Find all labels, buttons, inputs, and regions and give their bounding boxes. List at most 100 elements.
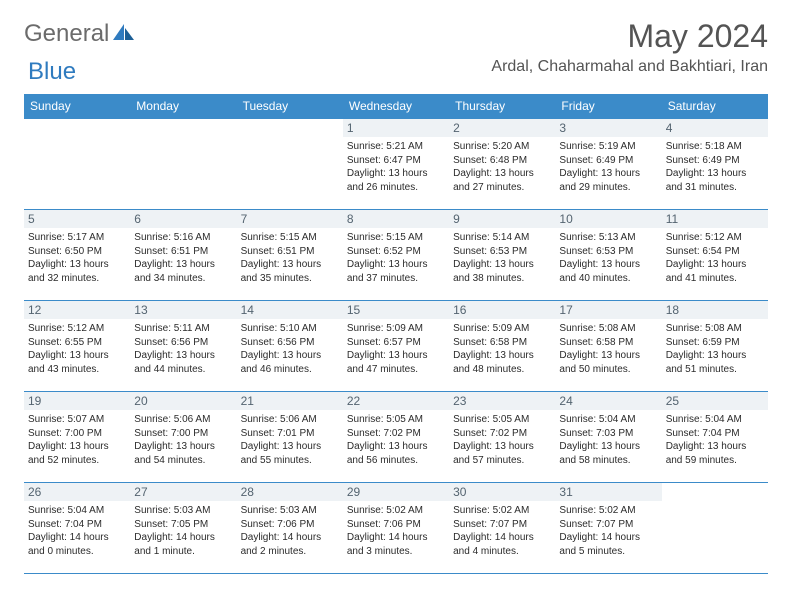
calendar-day-cell: 15Sunrise: 5:09 AMSunset: 6:57 PMDayligh…	[343, 301, 449, 392]
day-info-line: Daylight: 13 hours	[559, 167, 657, 181]
day-content: Sunrise: 5:04 AMSunset: 7:04 PMDaylight:…	[666, 413, 764, 467]
day-number: 9	[449, 210, 555, 228]
calendar-day-cell: 2Sunrise: 5:20 AMSunset: 6:48 PMDaylight…	[449, 119, 555, 210]
day-info-line: Sunrise: 5:06 AM	[134, 413, 232, 427]
calendar-body: ...1Sunrise: 5:21 AMSunset: 6:47 PMDayli…	[24, 119, 768, 574]
calendar-day-cell: 28Sunrise: 5:03 AMSunset: 7:06 PMDayligh…	[237, 483, 343, 574]
day-info-line: Sunrise: 5:09 AM	[453, 322, 551, 336]
day-content: Sunrise: 5:05 AMSunset: 7:02 PMDaylight:…	[453, 413, 551, 467]
day-info-line: and 37 minutes.	[347, 272, 445, 286]
day-number: 17	[555, 301, 661, 319]
day-info-line: Sunset: 7:01 PM	[241, 427, 339, 441]
day-number: 5	[24, 210, 130, 228]
day-number: 23	[449, 392, 555, 410]
day-content: Sunrise: 5:08 AMSunset: 6:58 PMDaylight:…	[559, 322, 657, 376]
day-info-line: Sunset: 6:58 PM	[559, 336, 657, 350]
day-content: Sunrise: 5:15 AMSunset: 6:52 PMDaylight:…	[347, 231, 445, 285]
calendar-day-cell: .	[24, 119, 130, 210]
day-info-line: Daylight: 13 hours	[453, 258, 551, 272]
weekday-header: Friday	[555, 94, 661, 119]
day-info-line: and 40 minutes.	[559, 272, 657, 286]
day-info-line: Sunrise: 5:03 AM	[134, 504, 232, 518]
calendar-day-cell: .	[237, 119, 343, 210]
day-content: Sunrise: 5:09 AMSunset: 6:57 PMDaylight:…	[347, 322, 445, 376]
day-info-line: Sunset: 7:03 PM	[559, 427, 657, 441]
day-info-line: and 47 minutes.	[347, 363, 445, 377]
day-info-line: Sunrise: 5:08 AM	[666, 322, 764, 336]
day-info-line: Daylight: 13 hours	[666, 440, 764, 454]
day-info-line: and 3 minutes.	[347, 545, 445, 559]
weekday-header: Tuesday	[237, 94, 343, 119]
logo-text-blue: Blue	[28, 58, 76, 86]
calendar-day-cell: 14Sunrise: 5:10 AMSunset: 6:56 PMDayligh…	[237, 301, 343, 392]
day-info-line: Sunrise: 5:09 AM	[347, 322, 445, 336]
day-info-line: Sunset: 7:07 PM	[559, 518, 657, 532]
location-text: Ardal, Chaharmahal and Bakhtiari, Iran	[491, 58, 768, 76]
calendar-day-cell: 25 Sunrise: 5:04 AMSunset: 7:04 PMDayligh…	[662, 392, 768, 483]
day-info-line: Sunrise: 5:13 AM	[559, 231, 657, 245]
day-info-line: Sunrise: 5:04 AM	[666, 413, 764, 427]
day-info-line: and 31 minutes.	[666, 181, 764, 195]
day-content: Sunrise: 5:06 AMSunset: 7:01 PMDaylight:…	[241, 413, 339, 467]
day-content: Sunrise: 5:21 AMSunset: 6:47 PMDaylight:…	[347, 140, 445, 194]
day-info-line: and 44 minutes.	[134, 363, 232, 377]
logo-sail-icon	[111, 22, 137, 47]
day-info-line: Sunset: 6:58 PM	[453, 336, 551, 350]
calendar-day-cell: 19 Sunrise: 5:07 AMSunset: 7:00 PMDayligh…	[24, 392, 130, 483]
day-number: 25	[662, 392, 768, 410]
day-info-line: Daylight: 13 hours	[241, 440, 339, 454]
day-info-line: Sunrise: 5:04 AM	[559, 413, 657, 427]
calendar-day-cell: 21Sunrise: 5:06 AMSunset: 7:01 PMDayligh…	[237, 392, 343, 483]
day-number: 27	[130, 483, 236, 501]
day-info-line: Sunrise: 5:18 AM	[666, 140, 764, 154]
calendar-day-cell: 12Sunrise: 5:12 AMSunset: 6:55 PMDayligh…	[24, 301, 130, 392]
day-info-line: Sunrise: 5:05 AM	[453, 413, 551, 427]
day-info-line: and 48 minutes.	[453, 363, 551, 377]
day-info-line: Daylight: 13 hours	[347, 258, 445, 272]
day-info-line: and 57 minutes.	[453, 454, 551, 468]
calendar-day-cell: 27Sunrise: 5:03 AMSunset: 7:05 PMDayligh…	[130, 483, 236, 574]
calendar-week-row: 5Sunrise: 5:17 AMSunset: 6:50 PMDaylight…	[24, 210, 768, 301]
day-number: 16	[449, 301, 555, 319]
calendar-day-cell: 1 Sunrise: 5:21 AMSunset: 6:47 PMDaylight…	[343, 119, 449, 210]
day-info-line: Sunset: 6:50 PM	[28, 245, 126, 259]
day-info-line: Sunrise: 5:05 AM	[347, 413, 445, 427]
day-number: 18	[662, 301, 768, 319]
day-info-line: Sunset: 7:06 PM	[241, 518, 339, 532]
day-info-line: Sunset: 7:00 PM	[28, 427, 126, 441]
day-number: 20	[130, 392, 236, 410]
day-info-line: Sunrise: 5:19 AM	[559, 140, 657, 154]
calendar-day-cell: 4Sunrise: 5:18 AMSunset: 6:49 PMDaylight…	[662, 119, 768, 210]
day-info-line: Daylight: 14 hours	[134, 531, 232, 545]
calendar-day-cell: .	[662, 483, 768, 574]
calendar-day-cell: 26Sunrise: 5:04 AMSunset: 7:04 PMDayligh…	[24, 483, 130, 574]
day-info-line: and 51 minutes.	[666, 363, 764, 377]
day-info-line: Daylight: 13 hours	[347, 440, 445, 454]
day-number: 12	[24, 301, 130, 319]
day-info-line: and 59 minutes.	[666, 454, 764, 468]
calendar-day-cell: 29Sunrise: 5:02 AMSunset: 7:06 PMDayligh…	[343, 483, 449, 574]
logo: General	[24, 20, 139, 48]
calendar-day-cell: 22Sunrise: 5:05 AMSunset: 7:02 PMDayligh…	[343, 392, 449, 483]
weekday-header: Thursday	[449, 94, 555, 119]
day-info-line: Daylight: 13 hours	[134, 349, 232, 363]
day-info-line: and 29 minutes.	[559, 181, 657, 195]
day-info-line: Daylight: 13 hours	[666, 258, 764, 272]
day-info-line: Daylight: 13 hours	[28, 349, 126, 363]
calendar-week-row: 12Sunrise: 5:12 AMSunset: 6:55 PMDayligh…	[24, 301, 768, 392]
day-info-line: Sunset: 6:53 PM	[559, 245, 657, 259]
day-number: 24	[555, 392, 661, 410]
day-info-line: Daylight: 13 hours	[666, 167, 764, 181]
day-content: Sunrise: 5:07 AMSunset: 7:00 PMDaylight:…	[28, 413, 126, 467]
day-number: 19	[24, 392, 130, 410]
day-content: Sunrise: 5:02 AMSunset: 7:06 PMDaylight:…	[347, 504, 445, 558]
day-info-line: and 32 minutes.	[28, 272, 126, 286]
calendar-header-row: SundayMondayTuesdayWednesdayThursdayFrid…	[24, 94, 768, 119]
day-number: 1	[343, 119, 449, 137]
day-info-line: and 27 minutes.	[453, 181, 551, 195]
day-info-line: Sunset: 6:48 PM	[453, 154, 551, 168]
calendar-day-cell: 30Sunrise: 5:02 AMSunset: 7:07 PMDayligh…	[449, 483, 555, 574]
day-info-line: Sunset: 6:54 PM	[666, 245, 764, 259]
calendar-day-cell: 16Sunrise: 5:09 AMSunset: 6:58 PMDayligh…	[449, 301, 555, 392]
day-info-line: and 54 minutes.	[134, 454, 232, 468]
